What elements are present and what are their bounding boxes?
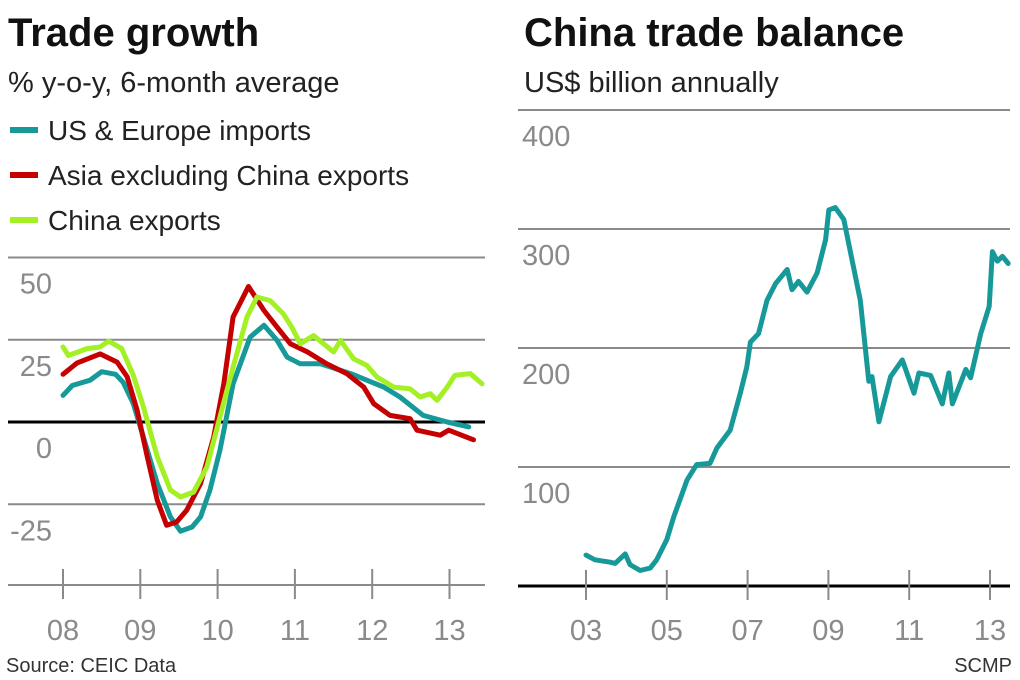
- y-tick-label: 400: [522, 121, 570, 153]
- y-tick-label: 25: [20, 351, 52, 383]
- x-tick-label: 07: [731, 615, 763, 647]
- x-tick-label: 13: [433, 615, 465, 647]
- legend-label-asia: Asia excluding China exports: [48, 160, 409, 191]
- y-tick-label: 0: [36, 433, 52, 465]
- x-tick-label: 11: [280, 615, 310, 647]
- chart-title: Trade growth: [8, 11, 259, 55]
- trade-growth-chart: Trade growth % y-o-y, 6-month average US…: [8, 11, 485, 647]
- china-trade-balance-chart: China trade balance US$ billion annually…: [518, 11, 1011, 647]
- chart-subtitle: % y-o-y, 6-month average: [8, 67, 340, 99]
- series-line-2: [60, 294, 485, 500]
- y-tick-label: 300: [522, 240, 570, 272]
- legend-label-us-europe: US & Europe imports: [48, 115, 311, 146]
- x-tick-label: 11: [894, 615, 924, 647]
- chart-subtitle: US$ billion annually: [524, 67, 779, 99]
- x-tick-label: 03: [570, 615, 602, 647]
- x-tick-label: 09: [812, 615, 844, 647]
- legend: US & Europe imports Asia excluding China…: [10, 115, 409, 236]
- x-tick-label: 10: [201, 615, 233, 647]
- credit: SCMP: [954, 655, 1012, 677]
- x-tick-label: 08: [47, 615, 79, 647]
- series-line-1: [60, 284, 476, 528]
- source-note: Source: CEIC Data: [6, 655, 177, 677]
- y-tick-label: -25: [10, 515, 52, 547]
- x-tick-label: 09: [124, 615, 156, 647]
- plot-area: 400 300 200 100 03 05 07 09 11 13: [518, 109, 1011, 647]
- legend-label-china: China exports: [48, 205, 221, 236]
- y-tick-label: 50: [20, 269, 52, 301]
- x-tick-label: 05: [651, 615, 683, 647]
- series-line-0: [60, 322, 472, 534]
- plot-area: 50 25 0 -25 08 09 10 11 12 13: [8, 256, 485, 647]
- y-tick-label: 200: [522, 359, 570, 391]
- y-tick-label: 100: [522, 478, 570, 510]
- x-tick-label: 13: [974, 615, 1006, 647]
- x-tick-label: 12: [356, 615, 388, 647]
- series-line-0: [583, 205, 1011, 573]
- chart-title: China trade balance: [524, 11, 904, 55]
